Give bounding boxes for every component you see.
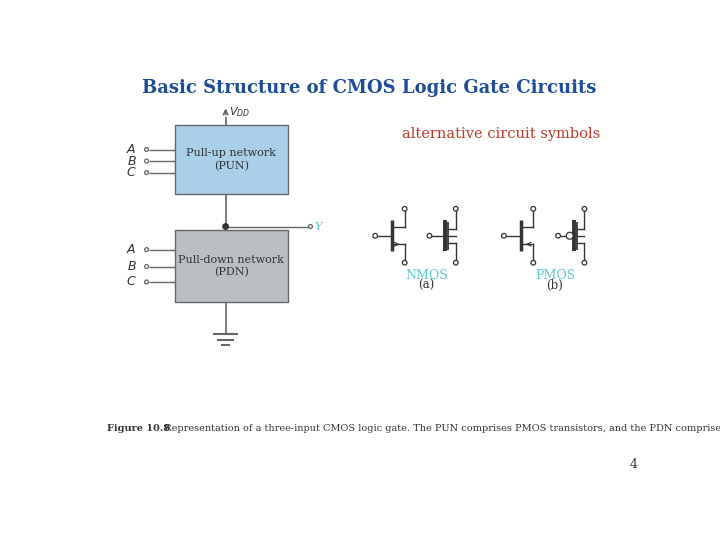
Text: 4: 4	[629, 458, 637, 471]
Text: $C$: $C$	[126, 275, 137, 288]
Circle shape	[566, 232, 573, 239]
Bar	[175, 125, 287, 194]
Text: (PUN): (PUN)	[214, 160, 249, 171]
Bar	[175, 231, 287, 302]
Text: $V_{DD}$: $V_{DD}$	[229, 106, 250, 119]
Text: PMOS: PMOS	[535, 269, 575, 282]
Text: $C$: $C$	[126, 166, 137, 179]
Text: (a): (a)	[418, 279, 434, 292]
Text: $B$: $B$	[127, 260, 137, 273]
Circle shape	[145, 171, 148, 174]
Circle shape	[145, 159, 148, 163]
Circle shape	[145, 265, 148, 268]
Text: Pull-down network: Pull-down network	[179, 255, 284, 265]
Text: (PDN): (PDN)	[214, 267, 249, 278]
Circle shape	[223, 224, 228, 229]
Text: Basic Structure of CMOS Logic Gate Circuits: Basic Structure of CMOS Logic Gate Circu…	[142, 79, 596, 97]
Text: $B$: $B$	[127, 154, 137, 167]
Text: Pull-up network: Pull-up network	[186, 148, 276, 158]
Text: $A$: $A$	[126, 243, 137, 256]
Text: Representation of a three-input CMOS logic gate. The PUN comprises PMOS transist: Representation of a three-input CMOS log…	[158, 424, 720, 433]
Circle shape	[502, 233, 506, 238]
Circle shape	[309, 225, 312, 228]
Text: Figure 10.8: Figure 10.8	[107, 424, 170, 433]
Text: Y: Y	[315, 221, 322, 232]
Text: $A$: $A$	[126, 143, 137, 156]
Text: (b): (b)	[546, 279, 564, 292]
Text: alternative circuit symbols: alternative circuit symbols	[402, 127, 600, 141]
Circle shape	[402, 260, 407, 265]
Circle shape	[582, 206, 587, 211]
Circle shape	[582, 260, 587, 265]
Circle shape	[145, 147, 148, 151]
Circle shape	[427, 233, 432, 238]
Circle shape	[531, 206, 536, 211]
Circle shape	[145, 280, 148, 284]
Circle shape	[454, 206, 458, 211]
Circle shape	[556, 233, 560, 238]
Circle shape	[145, 248, 148, 252]
Circle shape	[531, 260, 536, 265]
Circle shape	[373, 233, 377, 238]
Circle shape	[402, 206, 407, 211]
Text: NMOS: NMOS	[405, 269, 448, 282]
Circle shape	[454, 260, 458, 265]
